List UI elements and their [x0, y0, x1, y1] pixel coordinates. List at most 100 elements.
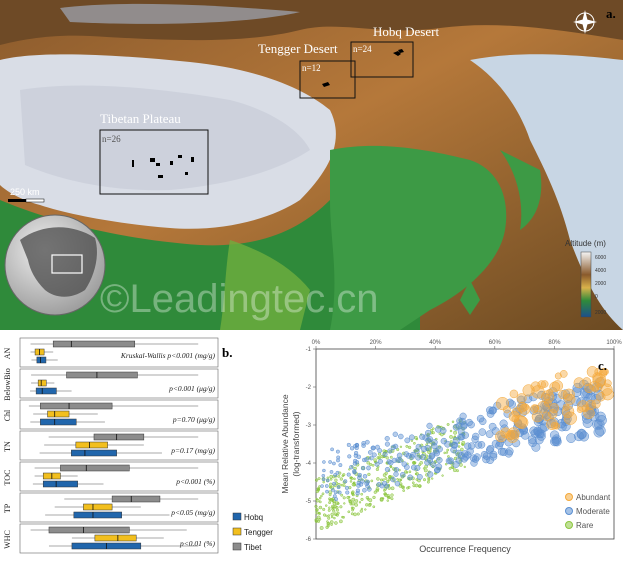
scatter-point-rare — [391, 477, 395, 481]
map-panel: Hobq Desert n=24 Tengger Desert n=12 Tib… — [0, 0, 623, 330]
scatter-point-moderate — [390, 476, 396, 483]
scatter-point-moderate — [333, 473, 338, 477]
x-tick-label: 20% — [370, 340, 383, 346]
scatter-point-rare — [327, 514, 331, 517]
scatter-point-moderate — [467, 442, 476, 450]
scatter-point-moderate — [336, 455, 341, 460]
scatter-point-abundant — [511, 407, 522, 418]
scatter-point-rare — [383, 489, 386, 492]
scatter-point-moderate — [486, 406, 494, 415]
yunnan-terrain — [220, 240, 310, 330]
scatter-point-abundant — [586, 366, 599, 378]
boxplot-box — [35, 387, 57, 395]
scatter-point-moderate — [557, 421, 567, 432]
scatter-point-rare — [324, 504, 328, 507]
scatter-point-rare — [419, 443, 424, 448]
scatter-point-rare — [422, 467, 426, 470]
scatter-point-rare — [390, 493, 394, 497]
scatter-point-moderate — [467, 421, 475, 429]
scatter-point-rare — [386, 493, 390, 497]
altitude-tick: 2000 — [595, 281, 606, 287]
scatter-point-rare — [343, 502, 346, 505]
scatter-point-moderate — [426, 422, 433, 429]
scatter-points — [314, 366, 614, 530]
scatter-point-abundant — [549, 403, 560, 414]
scatter-point-rare — [328, 490, 333, 495]
scatter-point-rare — [354, 503, 359, 507]
scatter-point-moderate — [472, 432, 480, 441]
scatter-point-moderate — [450, 441, 458, 449]
scatter-point-moderate — [321, 477, 326, 482]
scatter-point-moderate — [478, 428, 487, 436]
scatter-point-rare — [422, 478, 427, 482]
y-axis-label: Mean Relative Abundance (log-transformed… — [280, 394, 301, 494]
scatter-point-moderate — [392, 431, 398, 437]
scatter-point-moderate — [416, 473, 423, 480]
scatter-point-rare — [460, 447, 464, 452]
scatter-point-rare — [366, 461, 370, 465]
scatter-point-rare — [325, 514, 328, 518]
scatter-point-moderate — [334, 497, 339, 502]
scatter-point-moderate — [413, 448, 420, 455]
watermark: ©Leadingtec.cn — [100, 277, 379, 321]
boxplot-stat: p=0.70 (μg/g) — [172, 415, 216, 424]
scatter-point-rare — [407, 445, 412, 450]
scatter-point-rare — [359, 509, 363, 513]
scatter-point-moderate — [330, 447, 334, 452]
scatter-point-abundant — [573, 377, 585, 389]
scatter-point-rare — [332, 509, 336, 513]
scatter-point-moderate — [393, 471, 399, 477]
altitude-tick: 4000 — [595, 268, 606, 274]
scatter-point-rare — [326, 521, 331, 526]
scatter-point-moderate — [582, 417, 593, 428]
scatter-point-rare — [393, 467, 398, 472]
scatter-point-rare — [401, 485, 405, 489]
scatter-point-rare — [349, 480, 353, 483]
scatter-point-rare — [451, 420, 455, 424]
x-axis-label: Occurrence Frequency — [419, 544, 511, 554]
scatter-point-moderate — [528, 392, 538, 402]
scatter-point-moderate — [439, 427, 447, 434]
boxplot-panel: AN Kruskal-Wallis p<0.001 (mg/g) BelowBio p… — [3, 337, 219, 554]
scatter-point-moderate — [325, 489, 329, 494]
scatter-point-abundant — [530, 404, 539, 413]
scatter-point-rare — [351, 492, 355, 496]
boxplot-stat: p<0.001 (%) — [175, 477, 215, 486]
boxplot-row-label: TN — [3, 441, 12, 452]
scatter-point-moderate — [337, 490, 342, 495]
scatter-point-moderate — [456, 417, 464, 425]
scatter-point-rare — [423, 468, 428, 473]
scatter-point-moderate — [322, 468, 326, 473]
scatter-point-rare — [383, 492, 387, 496]
scatter-point-rare — [348, 500, 352, 503]
scatter-point-rare — [379, 497, 384, 502]
scatter-point-rare — [360, 507, 364, 511]
scatter-point-abundant — [505, 430, 516, 441]
scatter-point-rare — [408, 470, 412, 474]
scatter-point-abundant — [542, 411, 552, 421]
scatter-point-abundant — [495, 430, 507, 443]
boxplot-box — [37, 379, 47, 387]
scatter-point-abundant — [592, 385, 599, 393]
scatter-point-rare — [369, 462, 373, 467]
scatter-point-rare — [348, 485, 352, 490]
scatter-point-rare — [339, 477, 343, 481]
scatter-point-rare — [456, 469, 459, 473]
scatter-point-rare — [327, 516, 331, 520]
site-markers-tibet — [132, 155, 194, 178]
scale-bar: 250 km — [8, 187, 45, 203]
scatter-point-rare — [322, 480, 325, 484]
scatter-point-rare — [350, 512, 354, 516]
scatter-point-moderate — [336, 485, 341, 490]
scatter-point-moderate — [364, 439, 370, 445]
scatter-point-moderate — [398, 433, 404, 440]
boxplot-stat: p<0.05 (mg/g) — [170, 508, 215, 517]
scatter-point-rare — [413, 441, 416, 445]
scatter-point-rare — [314, 518, 319, 522]
scatter-point-rare — [317, 477, 321, 481]
scatter-point-rare — [452, 468, 457, 473]
y-tick-label: -6 — [306, 537, 312, 543]
scatter-point-moderate — [469, 454, 478, 462]
scatter-point-moderate — [335, 470, 340, 475]
scatter-point-moderate — [431, 442, 438, 450]
